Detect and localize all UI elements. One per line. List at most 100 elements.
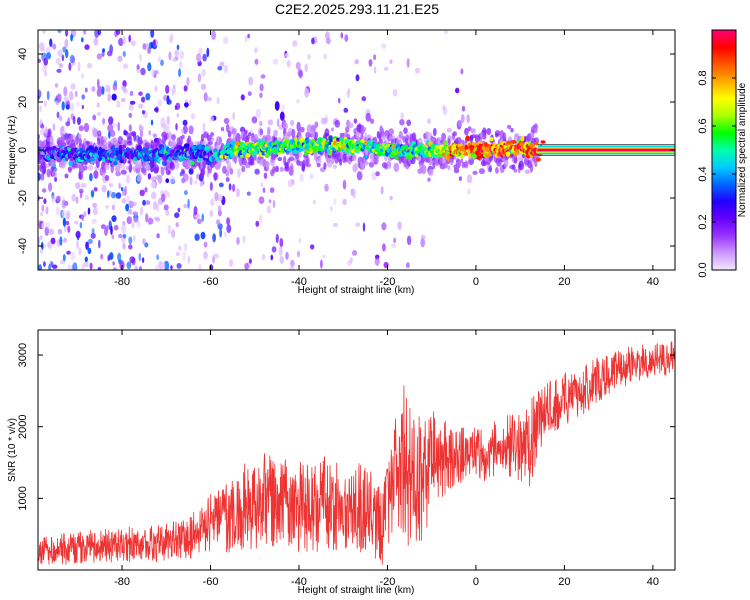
spectrogram-noise-mark <box>202 53 207 62</box>
spectrogram-band-halo-mark <box>220 126 225 132</box>
spectrogram-band-halo-mark <box>182 173 189 182</box>
spectrogram-noise-mark <box>64 38 69 48</box>
spectrogram-band-halo-mark <box>428 168 434 177</box>
spectrogram-noise-mark <box>355 222 361 227</box>
spectrogram-noise-mark <box>171 229 176 239</box>
colorbar-ticks: 0.0 0.2 0.4 0.6 0.8 <box>697 70 736 278</box>
spectrogram-noise-mark <box>174 212 180 219</box>
spectrogram-band-halo-mark <box>467 126 472 132</box>
spectrogram-noise-mark <box>442 106 448 116</box>
spectrogram-noise-mark <box>56 68 62 73</box>
spectrogram-noise-mark <box>77 117 81 125</box>
spectrogram-noise-mark <box>43 57 48 66</box>
spectrogram-noise-mark <box>343 107 349 113</box>
spectrogram-band-halo-mark <box>61 125 65 132</box>
spectrogram-noise-mark <box>83 30 87 35</box>
spectrogram-noise-mark <box>176 113 180 118</box>
spectrogram-band-halo-mark <box>432 161 436 170</box>
spectrogram-noise-mark <box>176 44 180 51</box>
spectrogram-band-halo-mark <box>251 116 258 124</box>
spectrogram-band-halo-mark <box>375 171 380 177</box>
spectrogram-band-mark <box>473 142 478 146</box>
spectrogram-band-halo-mark <box>510 127 514 133</box>
spectrogram-noise-mark <box>242 235 246 244</box>
spectrogram-band-mark <box>534 141 539 146</box>
spectrogram-band-halo-mark <box>78 172 84 180</box>
spectrogram-noise-mark <box>312 199 316 205</box>
spectrogram-noise-mark <box>148 130 152 136</box>
spectrogram-band-mark <box>206 160 212 166</box>
spectrogram-noise-mark <box>212 233 217 243</box>
spectrogram-noise-mark <box>42 65 47 73</box>
spectrogram-noise-mark <box>201 213 204 222</box>
spectrogram-band-halo-mark <box>532 154 538 163</box>
spectrogram-noise-mark <box>128 112 133 118</box>
spectrogram-band-halo-mark <box>316 163 321 168</box>
spectrogram-noise-mark <box>274 101 280 111</box>
spectrogram-noise-mark <box>132 234 136 243</box>
spectrogram-noise-mark <box>38 172 41 181</box>
spectrogram-band-mark <box>540 140 546 144</box>
spectrogram-noise-mark <box>200 83 207 91</box>
spectrogram-band-halo-mark <box>288 156 295 162</box>
spectrogram-band-mark <box>246 152 251 158</box>
spectrogram-noise-mark <box>152 200 158 211</box>
spectrogram-noise-mark <box>65 212 71 220</box>
spectrogram-band-halo-mark <box>277 156 283 162</box>
spectrogram-band-halo-mark <box>222 165 227 174</box>
spectrogram-noise-mark <box>216 219 221 226</box>
snr-frame <box>37 329 676 571</box>
spectrogram-noise-mark <box>218 182 224 188</box>
spectrogram-band-halo-mark <box>83 165 88 171</box>
spectrogram-noise-mark <box>172 57 177 62</box>
spectrogram-noise-mark <box>150 30 155 38</box>
spectrogram-band-halo-mark <box>234 156 237 164</box>
spectrogram-noise-mark <box>247 91 252 96</box>
spectrogram-band-halo-mark <box>486 128 492 135</box>
spectrogram-noise-mark <box>120 85 127 91</box>
spectrogram-noise-mark <box>42 30 46 34</box>
spectrogram-noise-mark <box>232 111 235 121</box>
spectrogram-noise-mark <box>71 193 76 202</box>
spectrogram-band-halo-mark <box>169 161 174 169</box>
spectrogram-band-halo-mark <box>514 133 520 138</box>
snr-y-axis-label: SNR (10 * v/v) <box>7 418 18 482</box>
colorbar-gradient <box>712 30 736 270</box>
spectrogram-noise-mark <box>138 91 143 96</box>
spectrogram-noise-mark <box>117 252 122 262</box>
spectrogram-noise-mark <box>203 251 208 260</box>
spectrogram-noise-mark <box>161 122 167 129</box>
spectrogram-noise-mark <box>139 189 145 197</box>
spectrogram-band-mark <box>336 137 341 142</box>
spectrogram-noise-mark <box>75 196 79 204</box>
spectrogram-noise-mark <box>63 86 68 97</box>
spectrogram-noise-mark <box>260 181 264 188</box>
spectrogram-band-halo-mark <box>317 157 322 165</box>
spectrogram-band-halo-mark <box>503 157 509 168</box>
spectrogram-noise-mark <box>57 49 63 57</box>
spectrogram-noise-mark <box>107 93 112 102</box>
spectrogram-band-halo-mark <box>180 168 186 176</box>
spectrogram-band-halo-mark <box>381 133 386 141</box>
spectrogram-noise-mark <box>203 92 208 102</box>
spectrogram-band-halo-mark <box>112 137 117 143</box>
spectrogram-noise-mark <box>121 198 127 204</box>
spectrogram-noise-mark <box>165 84 170 94</box>
spectrogram-band-halo-mark <box>200 133 205 142</box>
spectrogram-noise-mark <box>177 207 181 213</box>
spectrogram-noise-mark <box>272 199 276 209</box>
spectrogram-noise-mark <box>134 265 138 270</box>
spectrogram-noise-mark <box>133 217 139 223</box>
spectrogram-noise-mark <box>174 49 180 57</box>
spectrogram-noise-mark <box>206 96 212 102</box>
spectrogram-noise-mark <box>138 252 142 262</box>
spectrogram-band-mark <box>535 157 541 162</box>
spectrogram-noise-mark <box>116 100 121 108</box>
spectrogram-noise-mark <box>84 195 89 201</box>
spectrogram-band-halo-mark <box>518 160 525 171</box>
spectrogram-noise-mark <box>259 214 263 224</box>
spectrogram-band-halo-mark <box>314 121 319 128</box>
spectrogram-noise-mark <box>262 187 266 193</box>
spectrogram-band-halo-mark <box>136 177 142 182</box>
spectrogram-noise-mark <box>122 63 129 69</box>
